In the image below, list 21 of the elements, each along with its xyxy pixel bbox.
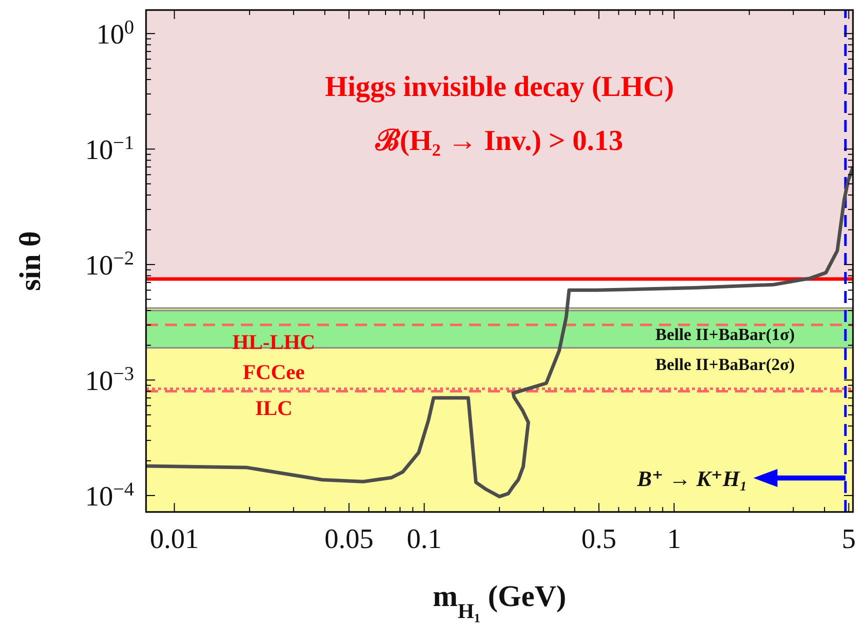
y-tick-label: 10$^{−1}$: [85, 132, 134, 166]
y-axis-title: sin θ: [14, 231, 47, 291]
annotation: ℬ(H₂ → Inv.) > 0.13: [374, 124, 624, 157]
ref-line-label: ILC: [255, 396, 292, 420]
band-label: Belle II+BaBar(1σ): [655, 324, 795, 344]
ref-line-label: HL-LHC: [232, 330, 316, 354]
x-tick-label: 0.05: [324, 524, 374, 555]
x-tick-label: 5: [842, 524, 856, 555]
x-tick-label: 1: [667, 524, 682, 555]
x-tick-label: 0.5: [581, 524, 616, 555]
y-tick-label: 10$^{−2}$: [85, 248, 134, 282]
band-label: Belle II+BaBar(2σ): [655, 355, 795, 374]
y-tick-label: 10$^{0}$: [96, 17, 134, 51]
y-tick-label: 10$^{−3}$: [85, 364, 134, 398]
ref-line-label: B⁺ → K⁺H₁: [636, 466, 748, 491]
x-axis-title: m$_{H₁}$ (GeV): [432, 580, 566, 623]
y-tick-label: 10$^{−4}$: [85, 479, 134, 513]
x-tick-label: 0.1: [406, 524, 442, 555]
band-label: Higgs invisible decay (LHC): [325, 71, 674, 104]
ref-line-label: FCCee: [242, 360, 305, 384]
x-tick-label: 0.01: [150, 524, 199, 555]
